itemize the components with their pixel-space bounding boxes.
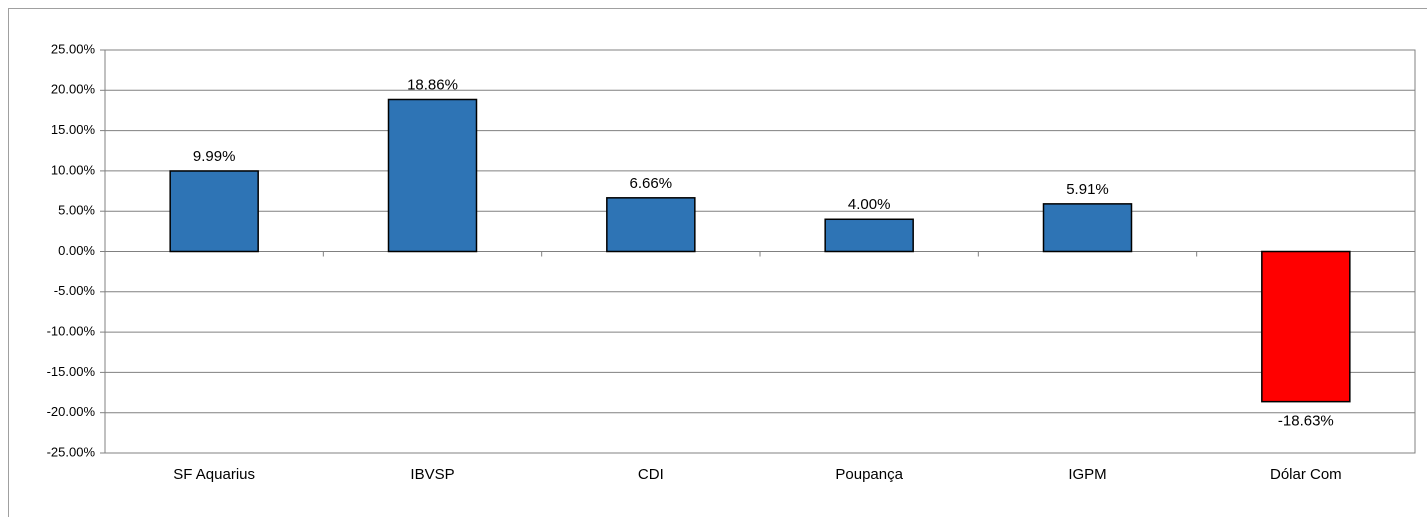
- y-tick-label: 5.00%: [58, 203, 95, 218]
- x-tick-label: IGPM: [1068, 466, 1106, 483]
- y-tick-label: -15.00%: [47, 364, 96, 379]
- chart-frame: [8, 8, 1427, 517]
- y-tick-label: 20.00%: [51, 82, 96, 97]
- value-label: 5.91%: [1066, 181, 1109, 198]
- value-label: 6.66%: [630, 175, 673, 192]
- x-tick-label: SF Aquarius: [173, 466, 255, 483]
- y-tick-label: 25.00%: [51, 41, 96, 56]
- bar: [169, 170, 259, 253]
- y-tick-label: 15.00%: [51, 122, 96, 137]
- y-tick-label: -5.00%: [54, 283, 96, 298]
- y-tick-label: -20.00%: [47, 404, 96, 419]
- bar: [387, 98, 478, 253]
- bar: [824, 218, 914, 253]
- value-label: -18.63%: [1278, 413, 1334, 430]
- value-label: 18.86%: [407, 76, 458, 93]
- y-tick-label: -10.00%: [47, 324, 96, 339]
- y-tick-label: 0.00%: [58, 243, 95, 258]
- x-tick-label: Poupança: [835, 466, 903, 483]
- x-tick-label: CDI: [638, 466, 664, 483]
- bar: [1261, 250, 1351, 403]
- y-tick-label: -25.00%: [47, 444, 96, 459]
- value-label: 4.00%: [848, 196, 891, 213]
- x-tick-label: Dólar Com: [1270, 466, 1342, 483]
- x-tick-label: IBVSP: [410, 466, 454, 483]
- bar: [606, 197, 696, 253]
- bar: [1042, 203, 1133, 253]
- value-label: 9.99%: [193, 148, 236, 165]
- y-tick-label: 10.00%: [51, 162, 96, 177]
